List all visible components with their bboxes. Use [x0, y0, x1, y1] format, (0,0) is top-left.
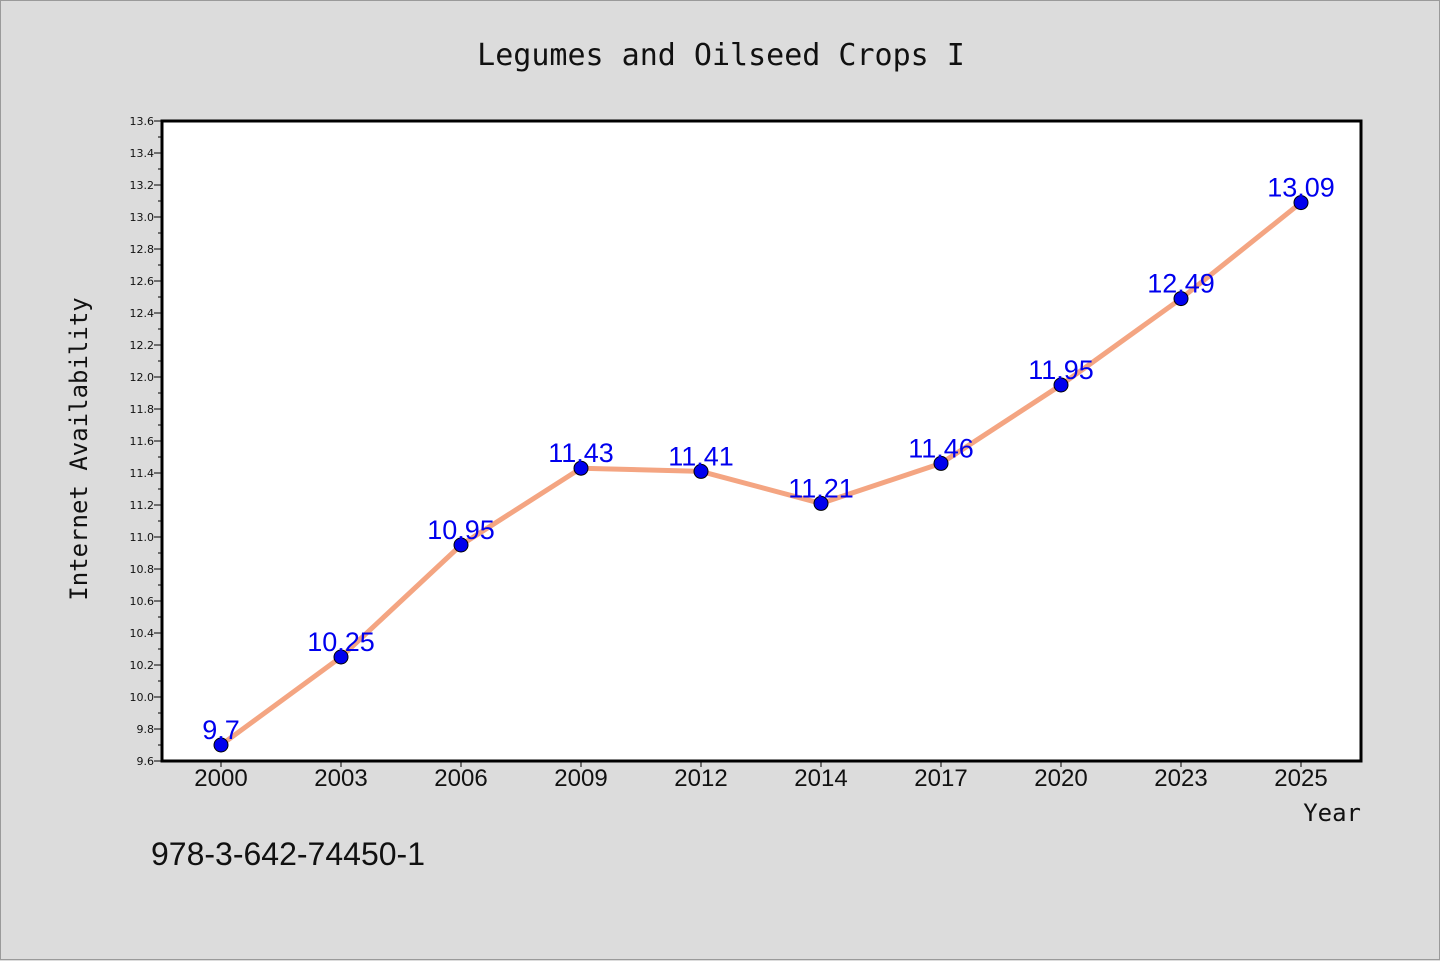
data-point: [573, 460, 589, 476]
y-tick-label: 13.2: [130, 179, 155, 192]
y-tick-label: 11.2: [130, 499, 155, 512]
y-tick-label: 12.6: [130, 275, 155, 288]
y-tick-label: 13.6: [130, 115, 155, 128]
data-label: 10.25: [307, 627, 375, 657]
y-tick-label: 10.0: [130, 691, 155, 704]
y-tick-label: 13.0: [130, 211, 155, 224]
data-point: [1053, 377, 1069, 393]
y-axis-label: Internet Availability: [65, 297, 93, 600]
x-tick-label: 2006: [434, 765, 487, 792]
series-markers: [213, 195, 1309, 753]
y-tick-label: 11.6: [130, 435, 155, 448]
plot-area: [160, 119, 1363, 763]
y-tick-label: 12.2: [130, 339, 155, 352]
y-tick-label: 13.4: [130, 147, 155, 160]
data-point: [693, 463, 709, 479]
y-tick-label: 10.6: [130, 595, 155, 608]
data-point: [453, 537, 469, 553]
y-axis: 9.6 9.8 10.0 10.2 10.4 10.6 10.8 11.0 11.2 11.4 11…: [130, 115, 162, 768]
data-label: 13.09: [1267, 173, 1335, 203]
y-tick-label: 11.0: [130, 531, 155, 544]
x-tick-label: 2009: [554, 765, 607, 792]
x-axis-label: Year: [1303, 799, 1361, 827]
y-tick-label: 12.0: [130, 371, 155, 384]
y-tick-label: 11.8: [130, 403, 155, 416]
data-point: [813, 495, 829, 511]
y-tick-label: 12.4: [130, 307, 155, 320]
y-tick-label: 10.8: [130, 563, 155, 576]
data-point: [1173, 291, 1189, 307]
data-label: 9.7: [202, 715, 240, 745]
data-point: [213, 737, 229, 753]
footer-id-text: 978-3-642-74450-1: [151, 836, 425, 872]
y-tick-label: 10.4: [130, 627, 155, 640]
x-tick-label: 2000: [194, 765, 247, 792]
y-tick-label: 9.6: [137, 755, 155, 768]
data-label: 11.21: [788, 473, 854, 503]
data-label: 11.43: [548, 438, 614, 468]
data-label: 12.49: [1147, 269, 1215, 299]
x-tick-label: 2025: [1274, 765, 1327, 792]
y-tick-label: 10.2: [130, 659, 155, 672]
y-tick-label: 9.8: [137, 723, 155, 736]
x-tick-label: 2014: [794, 765, 847, 792]
data-label: 11.41: [668, 441, 734, 471]
x-tick-label: 2017: [914, 765, 967, 792]
x-tick-label: 2020: [1034, 765, 1087, 792]
data-point: [1293, 195, 1309, 211]
y-tick-label: 11.4: [130, 467, 155, 480]
data-label: 11.46: [908, 433, 974, 463]
data-label: 11.95: [1028, 355, 1094, 385]
data-point: [933, 455, 949, 471]
x-tick-label: 2003: [314, 765, 367, 792]
chart-title: Legumes and Oilseed Crops I: [477, 38, 965, 73]
x-axis: 2000 2003 2006 2009 2012 2014 2017 2020 2023 2025: [194, 761, 1328, 792]
data-label: 10.95: [427, 515, 495, 545]
series-line: [219, 200, 1303, 748]
y-tick-label: 12.8: [130, 243, 155, 256]
data-labels: 9.7 10.25 10.95 11.43 11.41 11.21 11.46 11.95 12…: [202, 173, 1335, 745]
x-tick-label: 2012: [674, 765, 727, 792]
x-tick-label: 2023: [1154, 765, 1207, 792]
data-point: [333, 649, 349, 665]
